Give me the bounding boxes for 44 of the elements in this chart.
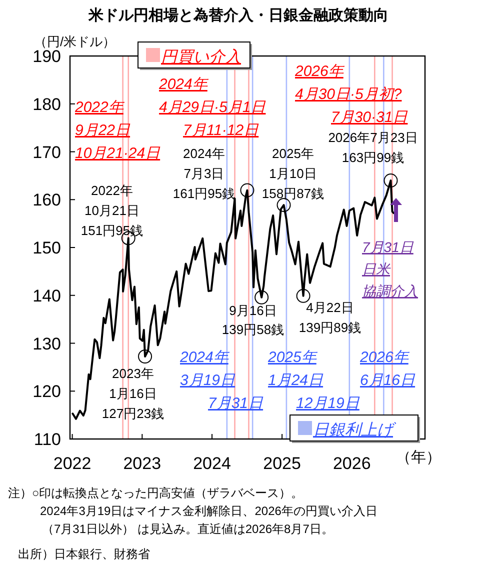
text: 出所）日本銀行、財務省: [18, 547, 150, 561]
annotation: 日銀利上げ: [313, 421, 397, 439]
point: [138, 350, 152, 364]
annotation: 2024年 4月29日·5月1日 7月11·12日: [158, 76, 267, 139]
annotation: 2024年 7月3日 161円95銭: [172, 146, 236, 201]
x-tick-label: 2024: [193, 454, 231, 473]
annotation: 2022年 10月21日 151円95銭: [80, 183, 144, 238]
y-axis-title: （円/米ドル）: [34, 34, 116, 49]
text: 注）○印は転換点となった円高安値（ザラバベース）。: [8, 486, 304, 500]
y-tick-label: 140: [32, 286, 61, 306]
point: [240, 183, 254, 198]
text: （7月31日以外） は見込み。直近値は2026年8月7日。: [42, 522, 334, 536]
y-tick-label: 120: [32, 382, 61, 402]
y-tick-label: 180: [32, 94, 61, 114]
point: [296, 288, 310, 303]
point: [254, 290, 269, 304]
annotation: 2023年 1月16日 127円23銭: [102, 366, 164, 421]
chart-title: 米ドル円相場と為替介入・日銀金融政策動向: [88, 7, 388, 24]
x-tick-label: 2022: [53, 454, 92, 473]
annotation: 4月22日 139円89銭: [298, 300, 362, 335]
annotation: 2026年7月23日 163円99銭: [328, 130, 418, 165]
annotation: 協調介入: [362, 283, 418, 299]
annotation: 2026年 4月30日·5月初? 7月30·31日: [294, 63, 409, 126]
x-tick-label: 2026: [332, 454, 371, 473]
text: 2024年3月19日はマイナス金利解除日、2026年の円買い介入日: [40, 504, 378, 518]
y-tick-label: 110: [34, 430, 61, 449]
annotation: 2024年 3月19日 7月31日: [179, 349, 264, 412]
x-tick-label: 2023: [123, 454, 162, 473]
y-tick-label: 170: [32, 142, 61, 162]
x-axis-title: （年）: [396, 449, 441, 466]
y-tick-label: 150: [32, 238, 61, 258]
annotation: 2025年 1月10日 158円87銭: [262, 146, 324, 201]
y-tick-label: 190: [32, 47, 61, 66]
annotation: 9月16日 139円58銭: [222, 303, 284, 337]
x-tick-label: 2025: [263, 454, 301, 473]
annotation: 2025年 1月24日 12月19日: [267, 349, 360, 412]
annotation: 2026年 6月16日: [359, 349, 416, 389]
annotation: 円買い介入: [161, 48, 241, 66]
y-tick-label: 130: [32, 334, 61, 354]
point: [384, 174, 398, 188]
point: [276, 198, 291, 212]
y-tick-label: 160: [32, 190, 61, 210]
annotation: 日米: [362, 261, 391, 277]
annotation: 7月31日: [362, 239, 414, 255]
